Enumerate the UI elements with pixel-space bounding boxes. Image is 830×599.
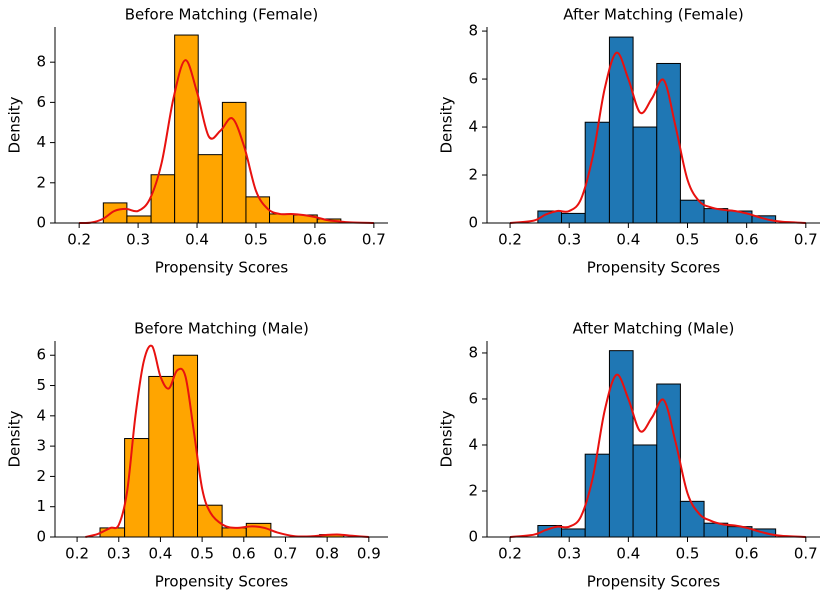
hist-bar: [124, 438, 150, 538]
x-tick-label: 0.2: [67, 231, 91, 249]
chart-title: Before Matching (Male): [134, 320, 309, 338]
y-tick-label: 6: [36, 346, 46, 364]
y-tick-label: 3: [36, 437, 46, 455]
y-tick-label: 4: [36, 133, 46, 151]
kde-line: [85, 344, 369, 538]
x-axis-label: Propensity Scores: [587, 573, 721, 591]
hist-bar: [679, 500, 705, 538]
y-axis-label: Density: [6, 96, 24, 153]
hist-bar: [608, 36, 634, 224]
x-tick-label: 0.2: [498, 545, 522, 563]
y-tick-label: 8: [468, 343, 478, 361]
hist-bar: [632, 444, 658, 538]
hist-bar: [221, 527, 247, 538]
hist-bar: [126, 215, 152, 224]
x-tick-label: 0.3: [557, 231, 581, 249]
chart-title: After Matching (Male): [573, 320, 735, 338]
y-axis-label: Density: [438, 410, 456, 467]
x-tick-label: 0.5: [676, 545, 700, 563]
y-tick-label: 4: [468, 118, 478, 136]
x-tick-label: 0.2: [498, 231, 522, 249]
y-tick-label: 6: [36, 93, 46, 111]
y-tick-label: 6: [468, 389, 478, 407]
x-tick-label: 0.5: [190, 545, 214, 563]
y-axis-label: Density: [6, 410, 24, 467]
hist-bar: [269, 213, 295, 224]
x-axis-label: Propensity Scores: [587, 259, 721, 277]
hist-bar: [632, 126, 658, 224]
hist-bar: [148, 375, 174, 538]
x-tick-label: 0.4: [149, 545, 173, 563]
hist-bar: [150, 174, 176, 224]
x-tick-label: 0.6: [232, 545, 256, 563]
chart-title: After Matching (Female): [563, 6, 743, 24]
x-tick-label: 0.3: [126, 231, 150, 249]
x-tick-label: 0.5: [676, 231, 700, 249]
hist-bar: [561, 212, 586, 224]
x-tick-label: 0.3: [107, 545, 131, 563]
hist-bar: [102, 202, 128, 224]
hist-bar: [172, 354, 199, 538]
y-tick-label: 5: [36, 376, 46, 394]
x-tick-label: 0.3: [557, 545, 581, 563]
y-tick-label: 2: [468, 481, 478, 499]
y-tick-label: 2: [36, 467, 46, 485]
x-tick-label: 0.6: [303, 231, 327, 249]
y-tick-label: 0: [468, 528, 478, 546]
y-tick-label: 4: [36, 406, 46, 424]
x-tick-label: 0.7: [794, 231, 818, 249]
x-tick-label: 0.8: [315, 545, 339, 563]
y-tick-label: 0: [36, 214, 46, 232]
kde-line: [509, 51, 806, 224]
x-tick-label: 0.4: [616, 545, 640, 563]
y-tick-label: 8: [36, 53, 46, 71]
x-axis-label: Propensity Scores: [155, 573, 289, 591]
x-tick-label: 0.4: [616, 231, 640, 249]
y-tick-label: 0: [36, 528, 46, 546]
hist-bar: [656, 383, 681, 538]
hist-bar: [245, 196, 271, 224]
x-tick-label: 0.9: [357, 545, 381, 563]
x-axis-label: Propensity Scores: [155, 259, 289, 277]
x-tick-label: 0.7: [274, 545, 298, 563]
kde-line: [509, 373, 806, 538]
y-tick-label: 2: [468, 166, 478, 184]
hist-bar: [174, 34, 199, 224]
hist-bar: [99, 527, 126, 538]
y-axis-label: Density: [438, 96, 456, 153]
x-tick-label: 0.7: [794, 545, 818, 563]
y-tick-label: 1: [36, 497, 46, 515]
y-tick-label: 2: [36, 173, 46, 191]
x-tick-label: 0.4: [185, 231, 209, 249]
chart-title: Before Matching (Female): [125, 6, 318, 24]
x-tick-label: 0.5: [244, 231, 268, 249]
x-tick-label: 0.7: [362, 231, 386, 249]
x-tick-label: 0.6: [735, 231, 759, 249]
kde-line: [79, 59, 374, 225]
y-tick-label: 0: [468, 214, 478, 232]
x-tick-label: 0.2: [65, 545, 89, 563]
hist-bar: [561, 528, 586, 538]
x-tick-label: 0.6: [735, 545, 759, 563]
y-tick-label: 8: [468, 22, 478, 40]
hist-bar: [197, 154, 223, 224]
y-tick-label: 4: [468, 435, 478, 453]
hist-bar: [656, 62, 681, 224]
hist-bar: [245, 522, 272, 538]
y-tick-label: 6: [468, 70, 478, 88]
